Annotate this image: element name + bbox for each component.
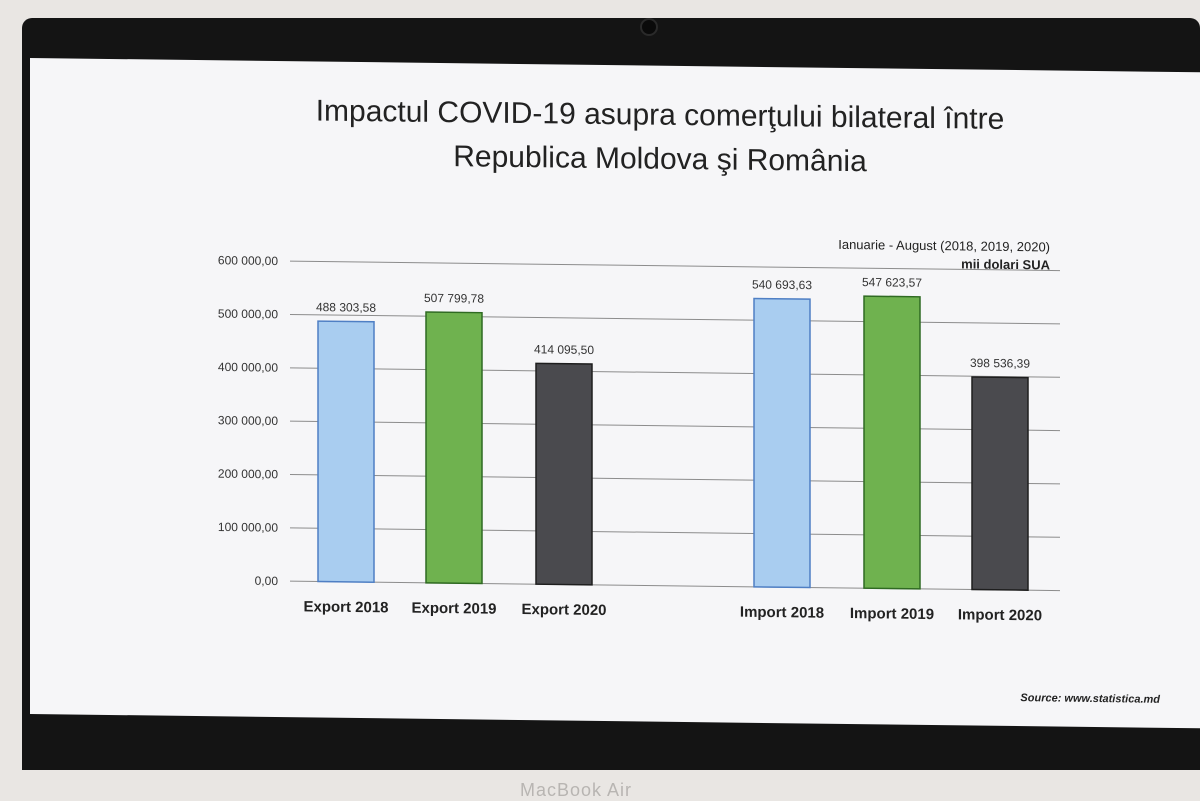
bar [425, 311, 483, 585]
y-tick-label: 200 000,00 [218, 467, 278, 482]
y-tick-label: 600 000,00 [218, 253, 278, 268]
bar [753, 297, 811, 589]
webcam-icon [640, 18, 658, 36]
gridline [290, 580, 1060, 592]
gridline [290, 367, 1060, 378]
source-label: Source: www.statistica.md [1020, 692, 1160, 706]
slide-screen: Impactul COVID-19 asupra comerţului bila… [30, 58, 1200, 729]
data-label: 414 095,50 [534, 342, 594, 357]
gridline [290, 314, 1060, 325]
gridline [290, 474, 1060, 485]
x-tick-label: Import 2020 [958, 606, 1042, 624]
y-tick-label: 400 000,00 [218, 360, 278, 375]
x-tick-label: Export 2018 [303, 598, 388, 616]
gridline [290, 260, 1060, 272]
gridline [290, 420, 1060, 432]
gridline [290, 527, 1060, 538]
x-tick-label: Import 2018 [740, 604, 824, 622]
data-label: 507 799,78 [424, 291, 484, 306]
x-tick-label: Export 2019 [411, 600, 496, 618]
bar [317, 320, 375, 583]
bar [535, 362, 593, 586]
data-label: 547 623,57 [862, 275, 922, 290]
y-tick-label: 300 000,00 [218, 413, 278, 428]
data-label: 488 303,58 [316, 300, 376, 315]
x-tick-label: Export 2020 [521, 601, 606, 619]
bar-chart: 0,00 100 000,00 200 000,00 300 000,00 400 00… [218, 253, 1060, 624]
device-label: MacBook Air [520, 780, 633, 800]
data-label: 398 536,39 [970, 356, 1030, 371]
x-tick-label: Import 2019 [850, 605, 934, 623]
bar [971, 376, 1029, 591]
bar [863, 295, 921, 590]
y-tick-label: 500 000,00 [218, 307, 278, 322]
y-tick-label: 0,00 [255, 574, 279, 588]
data-label: 540 693,63 [752, 277, 812, 292]
y-tick-label: 100 000,00 [218, 520, 278, 535]
